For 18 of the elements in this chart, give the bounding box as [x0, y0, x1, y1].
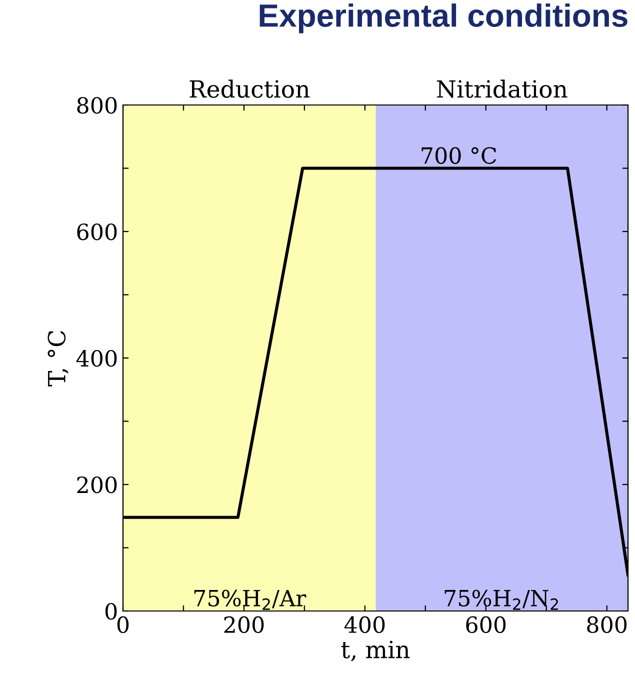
- annotation: 75%H$_{2}$/N$_{2}$: [444, 590, 558, 610]
- band-label: Nitridation: [436, 80, 568, 98]
- band-label: Reduction: [190, 80, 310, 98]
- chart-title: Experimental conditions: [260, 4, 628, 34]
- y-tick-label: 200: [77, 476, 117, 494]
- x-tick-label: 0: [117, 616, 129, 634]
- annotation: 700 °C: [422, 147, 496, 164]
- y-tick-label: 0: [105, 602, 117, 620]
- x-tick-label: 400: [344, 616, 385, 634]
- y-axis-title: T, °C: [48, 330, 68, 386]
- y-tick-label: 600: [77, 223, 117, 240]
- x-tick-label: 800: [587, 616, 627, 634]
- annotation: 75%H$_{2}$/Ar: [194, 590, 306, 610]
- x-tick-label: 600: [466, 616, 506, 634]
- x-axis-title: t, min: [341, 640, 410, 662]
- y-tick-label: 800: [77, 96, 117, 114]
- x-tick-label: 200: [224, 616, 264, 634]
- y-tick-label: 400: [76, 350, 117, 367]
